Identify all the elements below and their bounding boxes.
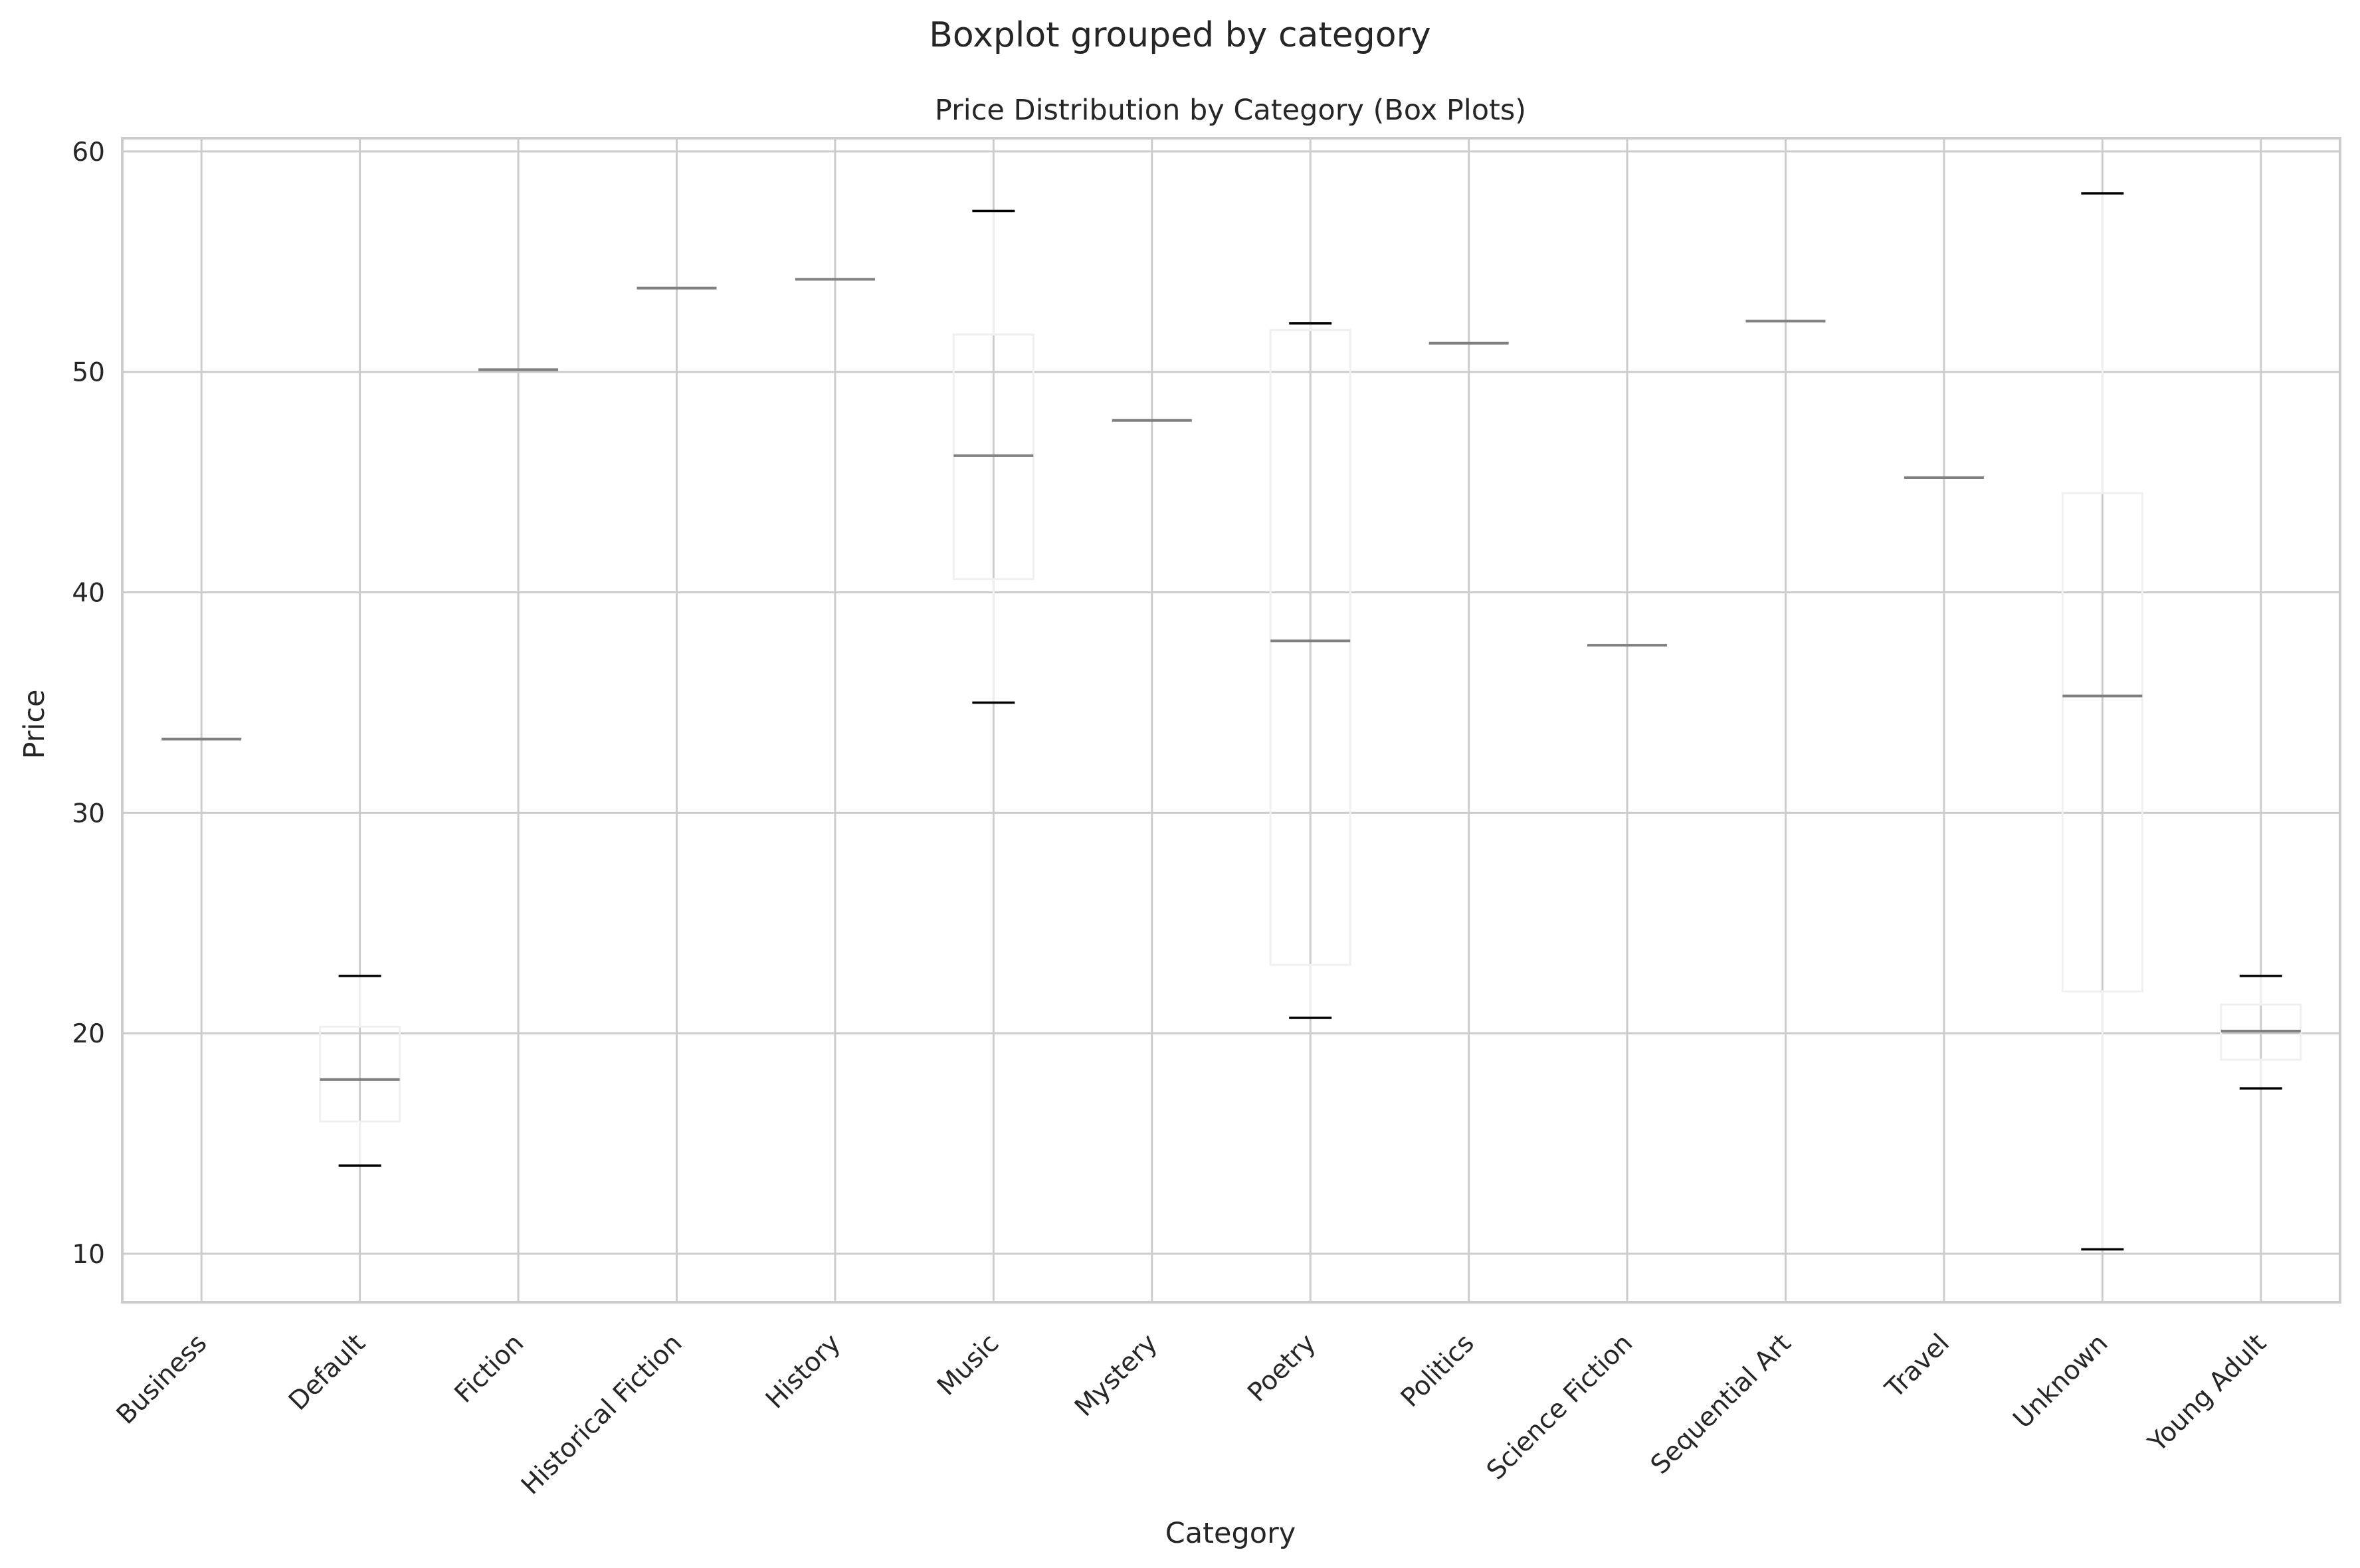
- box-body: [319, 1025, 401, 1123]
- box-poetry: [1269, 322, 1351, 1019]
- figure-suptitle: Boxplot grouped by category: [929, 15, 1431, 55]
- y-tick-label: 50: [72, 358, 105, 388]
- y-tick-label: 20: [72, 1019, 105, 1049]
- box-body: [2061, 492, 2143, 993]
- box-body: [1269, 329, 1351, 966]
- box-unknown: [2061, 192, 2143, 1251]
- y-tick-label: 40: [72, 579, 105, 609]
- box-series: [161, 192, 2302, 1251]
- y-tick-label: 10: [72, 1240, 105, 1270]
- box-music: [952, 209, 1034, 704]
- y-tick-labels: 10 20 30 40 50 60: [72, 138, 105, 1270]
- y-axis-label: Price: [18, 690, 51, 759]
- box-default: [319, 975, 401, 1167]
- plot-frame: [121, 137, 2341, 1304]
- y-tick-label: 30: [72, 799, 105, 829]
- y-tick-label: 60: [72, 138, 105, 167]
- chart-title: Price Distribution by Category (Box Plot…: [935, 94, 1526, 127]
- box-young-adult: [2220, 975, 2302, 1090]
- x-axis-label: Category: [1165, 1517, 1296, 1550]
